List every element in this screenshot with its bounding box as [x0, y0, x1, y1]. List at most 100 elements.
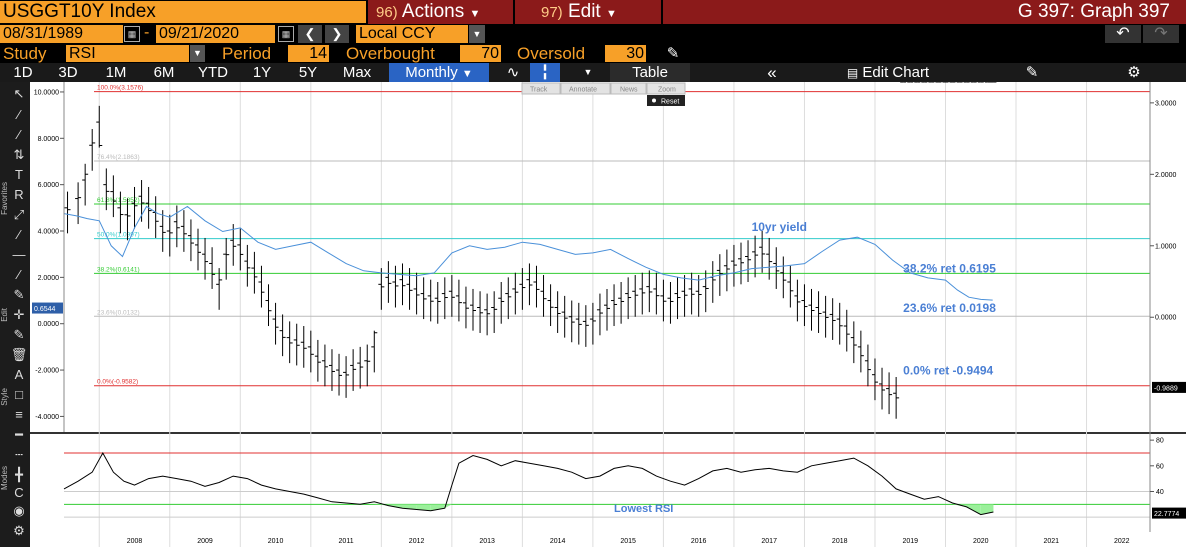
- ticker-field[interactable]: USGGT10Y Index: [0, 1, 366, 23]
- range-1m[interactable]: 1M: [105, 64, 127, 81]
- line-style-icon[interactable]: ━: [15, 427, 23, 442]
- calendar-icon[interactable]: ▦: [124, 26, 140, 42]
- measure-icon[interactable]: ⤢: [13, 207, 25, 222]
- last-value-box-left: [32, 302, 63, 314]
- start-date-field[interactable]: 08/31/1989: [0, 25, 123, 43]
- fib-retracement-icon[interactable]: R: [14, 187, 24, 202]
- actions-label: Actions: [401, 1, 465, 22]
- range-1y[interactable]: 1Y: [252, 64, 272, 81]
- range-max[interactable]: Max: [342, 64, 372, 81]
- last-value-box-right: [1152, 381, 1186, 393]
- dash-style-icon[interactable]: ┄: [15, 447, 23, 462]
- box-style-icon[interactable]: □: [15, 387, 23, 402]
- horizontal-line-icon[interactable]: —: [12, 247, 26, 262]
- x-tick-label: 2020: [973, 538, 989, 545]
- italic-text-icon[interactable]: A: [14, 367, 24, 382]
- edit-menu[interactable]: 97) Edit ▼: [515, 0, 661, 24]
- x-tick-label: 2015: [620, 538, 636, 545]
- crosshair-icon[interactable]: ╋: [15, 467, 23, 482]
- chevron-down-icon[interactable]: ▼: [583, 67, 593, 77]
- chart-area[interactable]: 100.0%(3.1576) 76.4%(2.1863) 61.8%(1.5852)…: [0, 82, 1186, 547]
- left-tick-label: 6.0000: [38, 182, 60, 189]
- gear-icon[interactable]: ⚙: [13, 523, 25, 538]
- redo-button[interactable]: ↷: [1143, 25, 1179, 43]
- channel-icon[interactable]: ∕: [17, 267, 21, 282]
- reset-button[interactable]: [647, 95, 685, 106]
- arrows-icon[interactable]: ⇅: [13, 147, 25, 162]
- color-palette-icon[interactable]: ◉: [13, 503, 25, 518]
- chevron-down-icon: ▼: [461, 68, 473, 80]
- pencil-icon[interactable]: ✎: [13, 287, 25, 302]
- left-tick-label: 8.0000: [38, 136, 60, 143]
- table-button[interactable]: Table: [610, 63, 690, 82]
- text-tool-icon[interactable]: T: [15, 167, 23, 182]
- cursor-icon[interactable]: ↖: [13, 86, 25, 101]
- x-tick-label: 2011: [339, 538, 354, 545]
- period-label: Period: [222, 44, 272, 63]
- range-6m[interactable]: 6M: [153, 64, 175, 81]
- prev-period-button[interactable]: ❮: [298, 25, 322, 43]
- range-5y[interactable]: 5Y: [298, 64, 318, 81]
- left-tick-label: 0.0000: [38, 321, 60, 328]
- right-tick-label: 1.0000: [1155, 243, 1177, 250]
- draw-line-icon[interactable]: ∕: [17, 107, 21, 122]
- eraser-icon[interactable]: ✎: [13, 327, 25, 342]
- next-period-button[interactable]: ❯: [325, 25, 349, 43]
- period-input[interactable]: 14: [288, 45, 329, 62]
- chevron-down-icon[interactable]: ▼: [469, 25, 485, 43]
- zoom-label: Zoom: [658, 87, 676, 94]
- x-tick-label: 2018: [832, 538, 848, 545]
- title-bar: USGGT10Y Index 96) Actions ▼ 97) Edit ▼ …: [0, 0, 1186, 24]
- x-tick-label: 2017: [761, 538, 777, 545]
- annotate-button[interactable]: [560, 82, 611, 95]
- x-tick-label: 2014: [550, 538, 566, 545]
- zoom-button[interactable]: [646, 82, 686, 95]
- percent-line-icon[interactable]: ∕: [17, 127, 21, 142]
- gear-icon[interactable]: ⚙: [1127, 64, 1141, 81]
- annotate-label: Annotate: [569, 87, 597, 94]
- calendar-icon[interactable]: ▦: [278, 26, 294, 42]
- collapse-icon[interactable]: «: [767, 63, 777, 82]
- annotate-icon[interactable]: ✎: [1025, 64, 1039, 81]
- fib-level-label: 100.0%(3.1576): [97, 85, 143, 92]
- news-button[interactable]: [610, 82, 647, 95]
- x-tick-label: 2016: [691, 538, 707, 545]
- currency-select[interactable]: Local CCY: [356, 25, 468, 43]
- x-axis-bg: [30, 532, 1186, 547]
- pencil-icon[interactable]: ✎: [666, 45, 680, 62]
- yield-series-line: [63, 205, 993, 301]
- chevron-down-icon[interactable]: ▼: [190, 45, 205, 62]
- move-icon[interactable]: ✛: [13, 307, 25, 322]
- date-dash: -: [144, 24, 150, 41]
- graph-title: G 397: Graph 397: [663, 0, 1186, 24]
- range-3d[interactable]: 3D: [58, 64, 78, 81]
- overbought-input[interactable]: 70: [460, 45, 501, 62]
- oversold-label: Oversold: [517, 44, 586, 63]
- line-chart-icon[interactable]: ∿: [506, 64, 520, 81]
- chart-tools: Track Annotate News Zoom Reset: [521, 82, 686, 106]
- last-value-label-left: 0.6544: [34, 306, 56, 313]
- rsi-tick-label: 80: [1156, 438, 1164, 445]
- line-width-icon[interactable]: ≡: [15, 407, 23, 422]
- edit-chart-label: Edit Chart: [862, 64, 930, 81]
- trash-icon[interactable]: 🗑: [10, 347, 28, 362]
- track-button[interactable]: [521, 82, 561, 95]
- end-date-field[interactable]: 09/21/2020: [156, 25, 275, 43]
- rsi-oversold-fill: [444, 504, 452, 509]
- range-ytd[interactable]: YTD: [198, 64, 228, 81]
- edit-chart-button[interactable]: ▤ Edit Chart: [828, 63, 948, 82]
- chart-annotation: 23.6% ret 0.0198: [903, 301, 996, 315]
- oversold-input[interactable]: 30: [605, 45, 646, 62]
- frequency-select[interactable]: Monthly ▼: [389, 63, 489, 82]
- x-tick-label: 2022: [1114, 538, 1130, 545]
- undo-button[interactable]: ↶: [1105, 25, 1141, 43]
- study-select[interactable]: RSI: [66, 45, 189, 62]
- left-tick-label: -4.0000: [35, 414, 59, 421]
- trend-line-icon[interactable]: ∕: [17, 227, 21, 242]
- mode-icon[interactable]: C: [14, 485, 24, 500]
- bar-chart-icon[interactable]: ╏: [530, 63, 560, 82]
- fib-level-label: 23.6%(0.0132): [97, 309, 140, 316]
- actions-menu[interactable]: 96) Actions ▼: [368, 0, 513, 24]
- rsi-oversold-fill: [966, 504, 981, 515]
- range-1d[interactable]: 1D: [13, 64, 33, 81]
